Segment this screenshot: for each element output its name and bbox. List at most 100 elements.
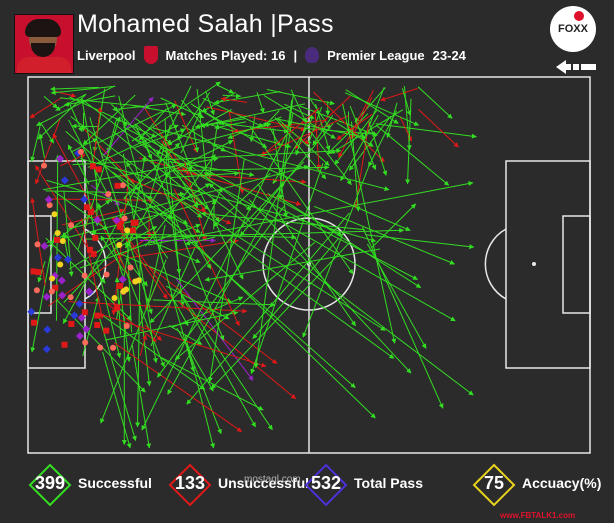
- pass-arrow: [60, 154, 86, 167]
- legend-label: Accuacy(%): [522, 475, 602, 491]
- pass-origin-marker: [124, 227, 131, 234]
- pass-origin-marker: [105, 191, 112, 198]
- pass-arrow: [228, 238, 395, 359]
- legend-value: 532: [310, 473, 342, 493]
- pass-arrow: [308, 128, 352, 186]
- brand-logo: FOXX: [550, 6, 596, 52]
- pass-arrow: [417, 86, 453, 119]
- pass-arrow: [344, 92, 420, 126]
- pass-arrow: [334, 109, 378, 165]
- pass-arrow: [163, 162, 182, 274]
- pass-arrow: [205, 90, 215, 116]
- pass-arrow: [68, 301, 248, 314]
- pass-origin-marker: [64, 255, 73, 264]
- legend-label: Total Pass: [354, 475, 423, 491]
- pass-origin-marker: [46, 202, 53, 209]
- pass-origin-marker: [48, 288, 55, 295]
- pass-origin-marker: [53, 236, 60, 243]
- pass-origin-marker: [83, 204, 90, 211]
- pass-arrow: [129, 238, 239, 259]
- liverpool-crest-icon: [143, 46, 158, 64]
- pass-origin-marker: [60, 176, 69, 185]
- pass-arrow: [368, 110, 397, 167]
- pass-arrow: [214, 121, 246, 130]
- pass-origin-marker: [93, 215, 102, 224]
- pass-arrow: [312, 115, 334, 146]
- pass-arrow: [36, 85, 115, 127]
- pass-arrow: [95, 260, 122, 359]
- pass-arrow: [30, 126, 41, 162]
- season: 23-24: [432, 47, 466, 63]
- pass-arrow: [299, 105, 378, 137]
- pass-arrow: [77, 116, 121, 250]
- subtitle-row: Liverpool Matches Played: 16 | Premier L…: [77, 46, 466, 64]
- pass-arrow: [174, 241, 316, 361]
- pass-arrow: [43, 95, 58, 109]
- pass-arrow: [90, 184, 121, 206]
- pass-arrow: [401, 88, 412, 116]
- pass-arrow: [100, 313, 206, 390]
- pass-arrow: [144, 324, 162, 341]
- pass-arrow: [177, 300, 297, 400]
- pass-arrow: [37, 94, 86, 140]
- pass-arrow: [59, 97, 150, 110]
- pass-arrow: [276, 117, 330, 166]
- pass-arrows: [29, 81, 477, 449]
- pass-origin-marker: [53, 253, 62, 262]
- pass-arrow: [113, 131, 210, 210]
- pass-arrow: [193, 105, 268, 148]
- pass-origin-marker: [110, 344, 117, 351]
- pass-origin-marker: [75, 299, 84, 308]
- pass-arrow: [102, 351, 132, 449]
- pass-arrow: [160, 356, 264, 411]
- pass-arrow: [166, 109, 232, 146]
- pass-arrow: [139, 334, 148, 356]
- pass-origin-marker: [77, 148, 84, 155]
- pass-arrow: [287, 94, 294, 127]
- pass-origin-marker: [82, 325, 91, 334]
- pass-origin-marker: [132, 278, 139, 285]
- pass-origin-marker: [57, 261, 64, 268]
- pass-arrow: [110, 103, 220, 222]
- pass-arrow: [152, 127, 390, 191]
- pass-origin-marker: [81, 272, 88, 279]
- pass-origin-marker: [119, 182, 126, 189]
- pass-arrow: [100, 235, 125, 272]
- pass-arrow: [181, 295, 256, 428]
- legend-label: Unsuccessful: [218, 475, 310, 491]
- pass-arrow: [38, 133, 45, 159]
- pass-arrow: [48, 230, 158, 307]
- pass-origin-marker: [57, 276, 66, 285]
- pass-arrow: [170, 170, 240, 179]
- pass-arrow: [45, 190, 185, 197]
- pass-origin-marker: [112, 216, 121, 225]
- pass-arrow: [239, 122, 334, 237]
- pass-arrow: [156, 85, 192, 156]
- pass-origin-marker: [68, 320, 75, 327]
- pass-arrow: [43, 156, 219, 191]
- pass-origin-marker: [116, 242, 123, 249]
- pass-origin-marker: [75, 331, 84, 340]
- pass-origin-marker: [121, 215, 128, 222]
- pass-origin-marker: [61, 341, 68, 348]
- pass-arrow: [121, 116, 195, 372]
- pass-arrow: [208, 183, 251, 223]
- pass-arrow: [29, 96, 63, 119]
- pass-arrow: [418, 109, 459, 148]
- pass-arrow: [375, 123, 477, 139]
- pass-origin-marker: [42, 292, 51, 301]
- pass-arrow: [338, 89, 374, 158]
- pass-arrow: [165, 285, 230, 320]
- pass-arrow: [63, 190, 74, 277]
- pass-origin-marker: [90, 250, 97, 257]
- pass-origin-marker: [43, 325, 52, 334]
- pass-origin-marker: [56, 154, 65, 163]
- pass-arrow: [70, 116, 203, 218]
- pass-arrow: [180, 110, 202, 154]
- pass-origin-marker: [30, 268, 37, 275]
- pass-arrow: [112, 171, 189, 225]
- pass-arrow: [133, 195, 201, 233]
- pass-arrow: [263, 94, 336, 139]
- legend-item: 133 Unsuccessful: [168, 462, 318, 508]
